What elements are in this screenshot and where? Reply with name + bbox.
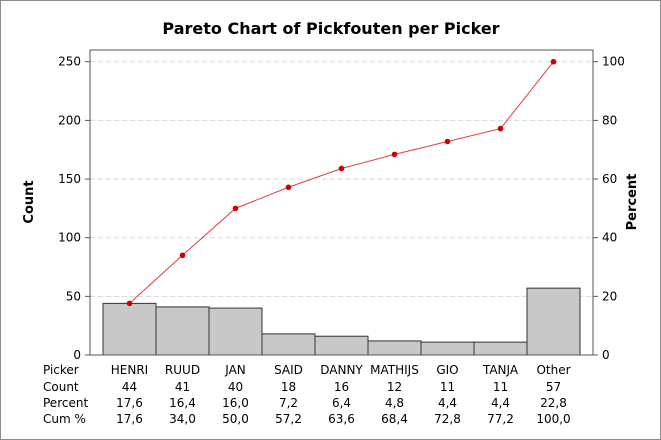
cumulative-point-other xyxy=(550,58,557,65)
y-tick-label: 200 xyxy=(58,113,81,127)
cumulative-line xyxy=(126,58,557,307)
category-label: MATHIJS xyxy=(370,363,419,377)
chart-title: Pareto Chart of Pickfouten per Picker xyxy=(162,19,499,38)
y-tick-label: 150 xyxy=(58,172,81,186)
table-cell: 22,8 xyxy=(540,396,567,410)
y2-axis-ticks: 0 20 40 60 80 100 xyxy=(593,55,625,362)
table-cell: 57 xyxy=(546,380,561,394)
table-row-label: Count xyxy=(43,380,79,394)
cumulative-point-ruud xyxy=(179,252,186,259)
table-cell: 18 xyxy=(281,380,296,394)
category-label: Other xyxy=(536,363,570,377)
table-cell: 16,4 xyxy=(169,396,196,410)
bar-jan xyxy=(208,307,263,356)
table-cell: 100,0 xyxy=(536,412,570,426)
y2-tick-label: 80 xyxy=(602,113,617,127)
cumulative-percent-line xyxy=(129,61,554,304)
cumulative-point-mathijs xyxy=(391,151,398,158)
table-cell: 41 xyxy=(175,380,190,394)
table-cell: 57,2 xyxy=(275,412,302,426)
cumulative-point-tanja xyxy=(497,125,504,132)
cumulative-point-jan xyxy=(232,205,239,212)
table-cell: 77,2 xyxy=(487,412,514,426)
bar-ruud xyxy=(155,306,210,356)
y2-tick-label: 20 xyxy=(602,289,617,303)
table-cell: 4,8 xyxy=(385,396,404,410)
y-tick-label: 0 xyxy=(73,348,81,362)
y-tick-label: 250 xyxy=(58,55,81,69)
table-cell: 63,6 xyxy=(328,412,355,426)
table-cell: 11 xyxy=(493,380,508,394)
bar-danny xyxy=(314,335,369,356)
table-cell: 12 xyxy=(387,380,402,394)
table-cell: 4,4 xyxy=(491,396,510,410)
table-cell: 34,0 xyxy=(169,412,196,426)
bar-tanja xyxy=(473,341,528,356)
cumulative-point-danny xyxy=(338,165,345,172)
plot-frame xyxy=(89,49,594,356)
table-cell: 7,2 xyxy=(279,396,298,410)
category-label: RUUD xyxy=(165,363,200,377)
table-cell: 16 xyxy=(334,380,349,394)
table-cell: 40 xyxy=(228,380,243,394)
y2-tick-label: 40 xyxy=(602,231,617,245)
table-row-label: Cum % xyxy=(43,412,86,426)
table-cell: 50,0 xyxy=(222,412,249,426)
y-tick-label: 100 xyxy=(58,231,81,245)
category-label: HENRI xyxy=(111,363,148,377)
category-label: JAN xyxy=(224,363,246,377)
y2-tick-label: 0 xyxy=(602,348,610,362)
y-axis-title: Count xyxy=(22,180,37,223)
y2-axis-title: Percent xyxy=(625,174,640,231)
table-cell: 6,4 xyxy=(332,396,351,410)
table-cell: 17,6 xyxy=(116,412,143,426)
data-table: Picker HENRI RUUD JAN SAID DANNY MATHIJS GIO TAN… xyxy=(43,363,571,426)
cumulative-point-henri xyxy=(126,300,133,307)
y2-tick-label: 60 xyxy=(602,172,617,186)
table-cell: 72,8 xyxy=(434,412,461,426)
table-header-label: Picker xyxy=(43,363,79,377)
table-cell: 11 xyxy=(440,380,455,394)
cumulative-point-said xyxy=(285,184,292,191)
category-label: SAID xyxy=(274,363,303,377)
bar-gio xyxy=(420,341,475,356)
category-label: TANJA xyxy=(482,363,519,377)
bar-said xyxy=(261,333,316,356)
bar-mathijs xyxy=(367,340,422,356)
category-label: DANNY xyxy=(320,363,363,377)
y-axis-ticks: 0 50 100 150 200 250 xyxy=(58,55,90,362)
y2-tick-label: 100 xyxy=(602,55,625,69)
y-tick-label: 50 xyxy=(66,289,81,303)
cumulative-point-gio xyxy=(444,138,451,145)
bar-other xyxy=(526,287,581,356)
table-cell: 44 xyxy=(122,380,137,394)
table-cell: 16,0 xyxy=(222,396,249,410)
gridlines xyxy=(90,61,593,297)
category-label: GIO xyxy=(436,363,458,377)
table-cell: 68,4 xyxy=(381,412,408,426)
bars xyxy=(102,287,581,356)
table-row-label: Percent xyxy=(43,396,88,410)
table-cell: 17,6 xyxy=(116,396,143,410)
bar-henri xyxy=(102,302,157,356)
table-cell: 4,4 xyxy=(438,396,457,410)
